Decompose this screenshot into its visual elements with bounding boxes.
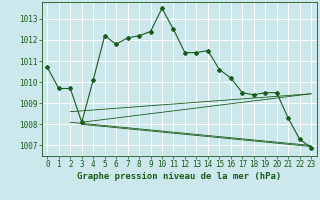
X-axis label: Graphe pression niveau de la mer (hPa): Graphe pression niveau de la mer (hPa) bbox=[77, 172, 281, 181]
